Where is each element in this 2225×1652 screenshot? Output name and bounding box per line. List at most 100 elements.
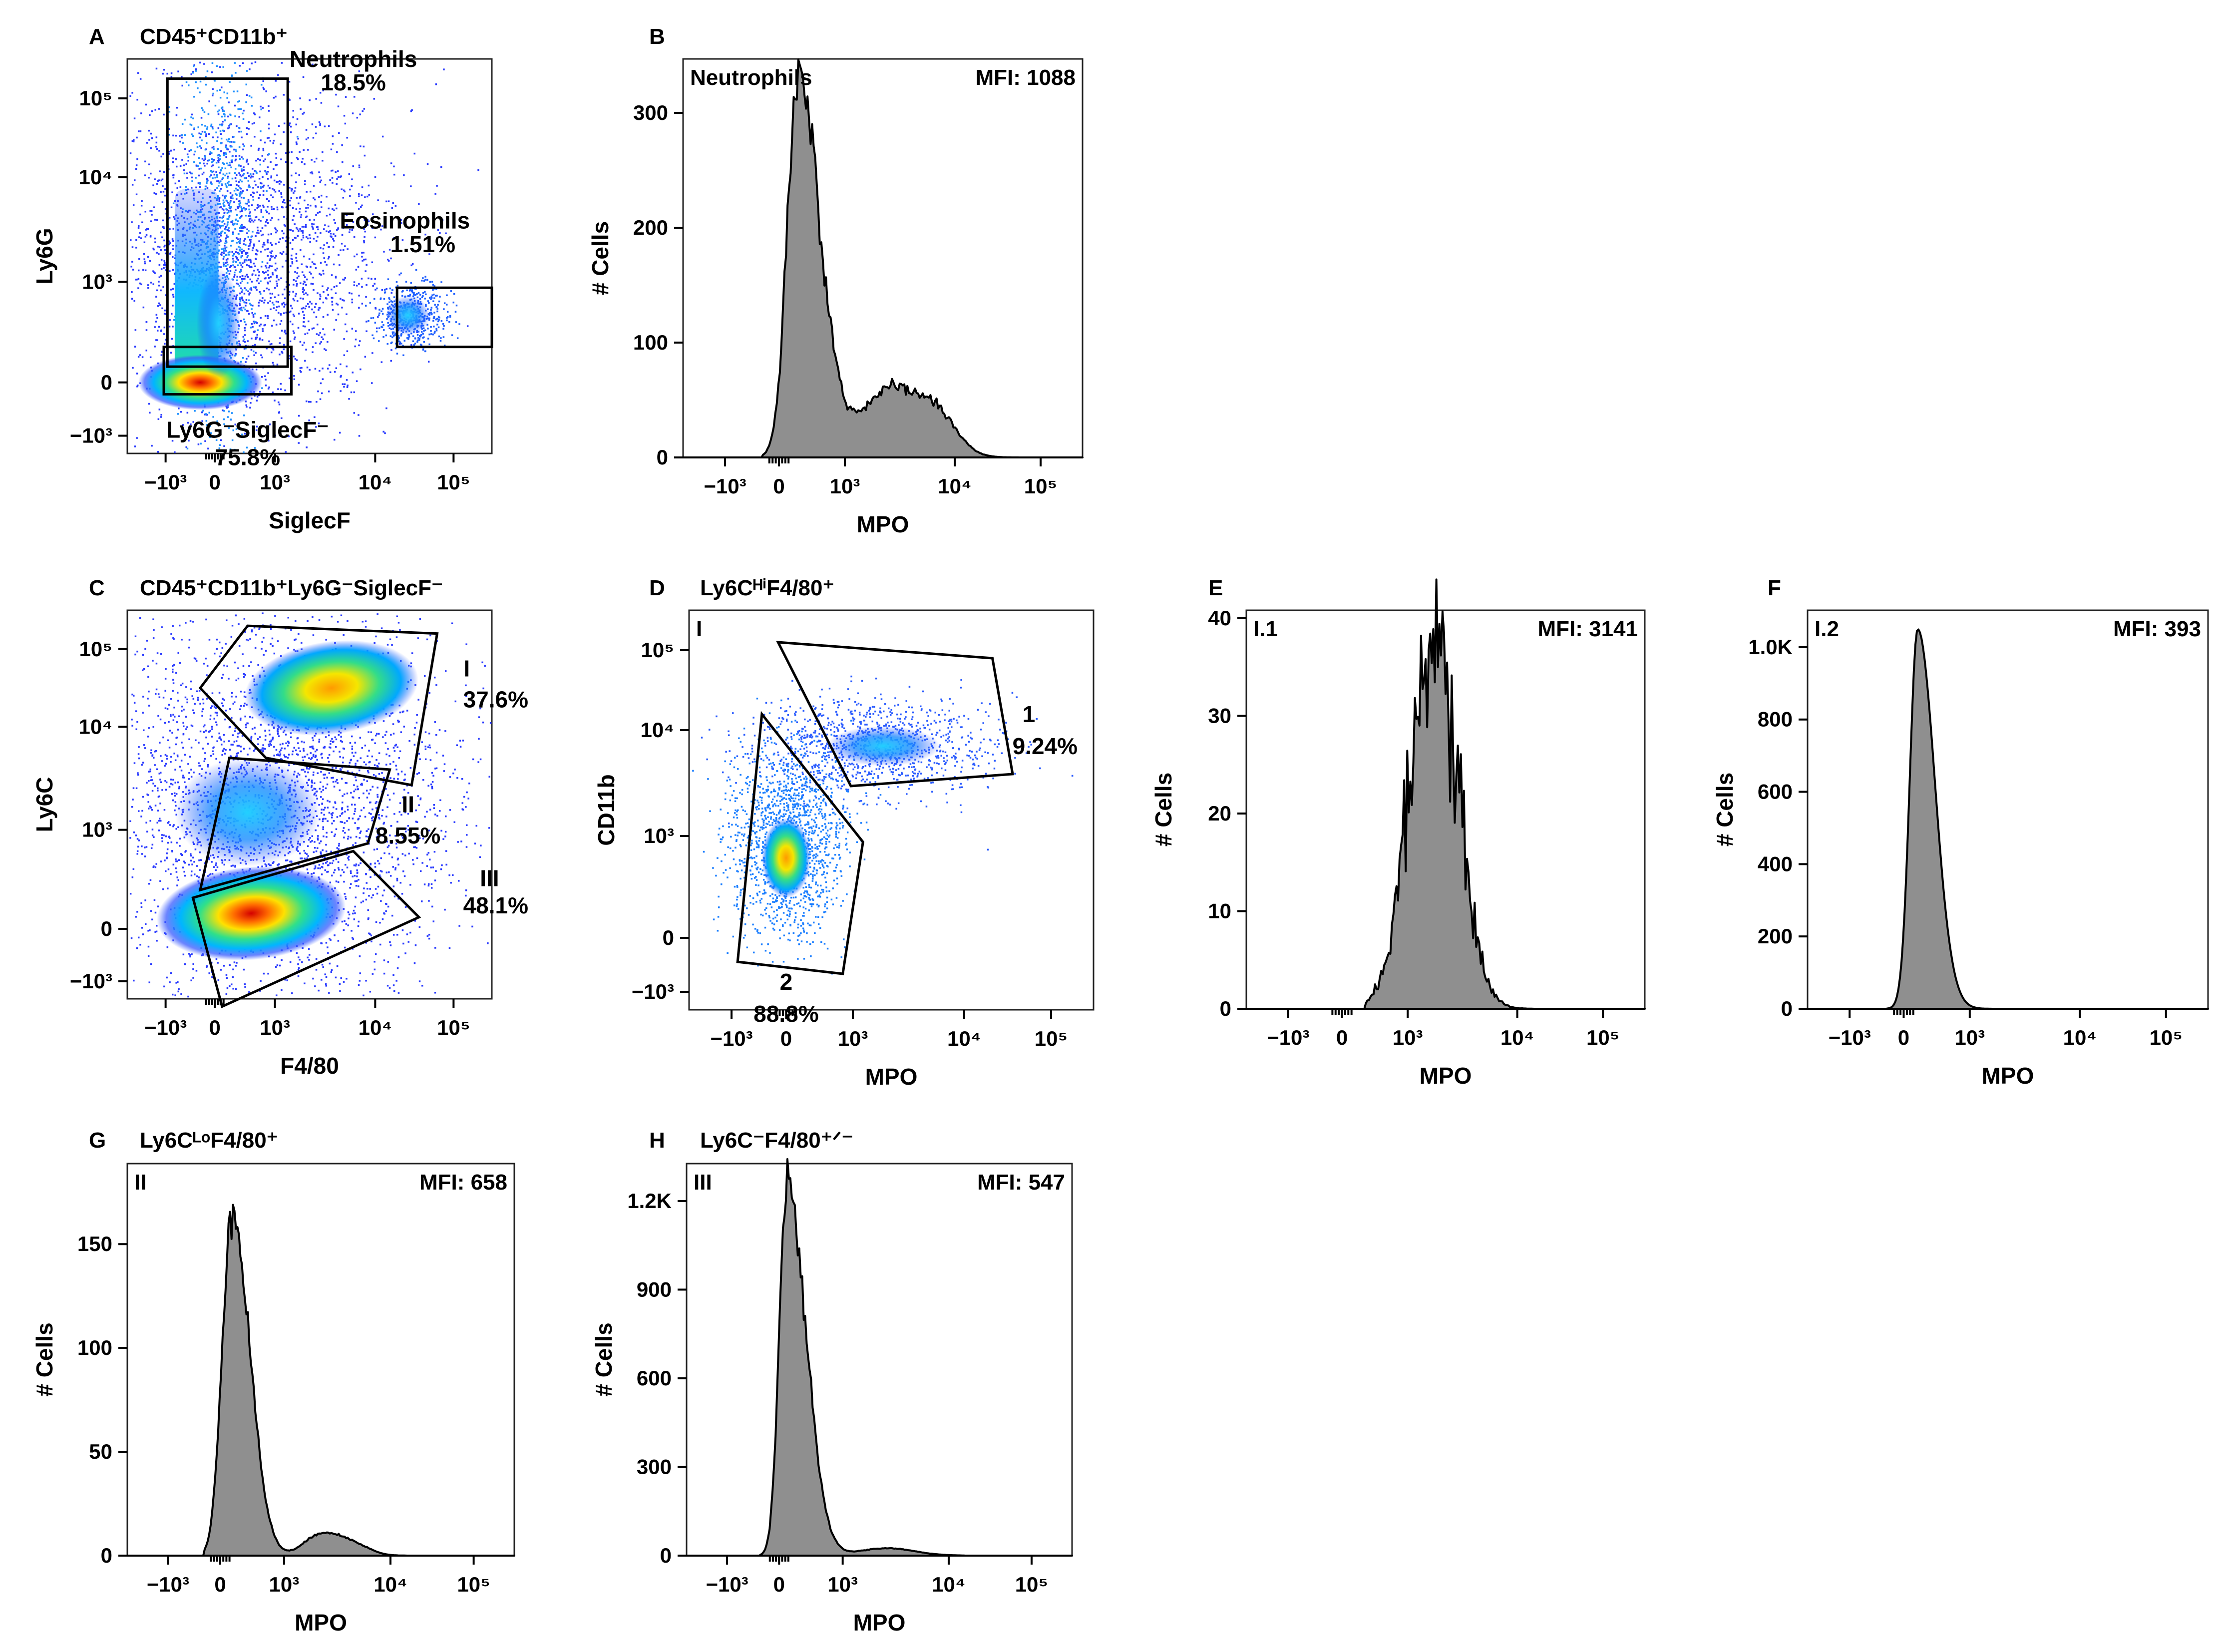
event-dot — [234, 172, 236, 174]
event-dot — [185, 446, 187, 448]
event-dot — [416, 821, 418, 823]
event-dot — [218, 250, 220, 252]
event-dot — [340, 298, 342, 300]
event-dot — [201, 173, 204, 175]
event-dot — [467, 798, 469, 800]
event-dot — [381, 308, 384, 310]
event-dot — [399, 341, 401, 344]
event-dot — [223, 265, 225, 267]
event-dot — [294, 358, 297, 360]
event-dot — [419, 837, 421, 839]
x-tick-label: 10⁵ — [437, 470, 470, 494]
event-dot — [368, 320, 370, 322]
population-name: Neutrophils — [290, 46, 417, 72]
x-tick-label: 10⁵ — [1024, 474, 1057, 498]
event-dot — [237, 238, 239, 240]
event-dot — [296, 285, 298, 287]
event-dot — [218, 159, 220, 161]
event-dot — [248, 265, 250, 267]
event-dot — [218, 109, 220, 111]
event-dot — [247, 180, 250, 182]
event-dot — [136, 158, 138, 160]
event-dot — [267, 317, 269, 319]
event-dot — [438, 300, 440, 303]
event-dot — [347, 248, 349, 250]
event-dot — [131, 298, 133, 300]
event-dot — [163, 326, 166, 329]
event-dot — [269, 258, 272, 260]
event-dot — [232, 141, 235, 143]
event-dot — [129, 95, 131, 97]
event-dot — [241, 266, 244, 268]
event-dot — [455, 304, 458, 307]
event-dot — [436, 185, 438, 187]
event-dot — [245, 404, 247, 407]
event-dot — [209, 730, 211, 732]
event-dot — [285, 236, 288, 239]
event-dot — [381, 225, 383, 227]
event-dot — [225, 226, 227, 228]
event-dot — [283, 348, 285, 351]
event-dot — [243, 691, 246, 693]
event-dot — [228, 740, 230, 742]
event-dot — [340, 375, 342, 377]
event-dot — [359, 769, 361, 772]
event-dot — [206, 180, 208, 182]
event-dot — [251, 266, 253, 268]
event-dot — [239, 65, 241, 67]
event-dot — [322, 828, 324, 830]
event-dot — [191, 113, 193, 116]
event-dot — [230, 245, 232, 247]
event-dot — [371, 820, 373, 822]
event-dot — [138, 130, 140, 132]
event-dot — [285, 240, 287, 242]
event-dot — [394, 347, 397, 350]
event-dot — [381, 321, 383, 323]
event-dot — [431, 787, 433, 790]
event-dot — [251, 249, 254, 252]
event-dot — [374, 278, 376, 280]
event-dot — [306, 236, 308, 238]
event-dot — [249, 288, 251, 290]
event-dot — [170, 714, 172, 716]
event-dot — [243, 676, 245, 678]
event-dot — [216, 176, 218, 178]
event-dot — [244, 321, 246, 323]
event-dot — [284, 225, 287, 227]
event-dot — [427, 328, 429, 330]
event-dot — [188, 84, 190, 86]
event-dot — [243, 145, 245, 147]
event-dot — [232, 231, 234, 233]
event-dot — [164, 780, 166, 782]
event-dot — [244, 209, 247, 211]
event-dot — [322, 378, 324, 380]
event-dot — [465, 806, 467, 808]
event-dot — [276, 230, 279, 232]
event-dot — [428, 733, 430, 735]
event-dot — [246, 446, 248, 448]
event-dot — [263, 272, 265, 274]
event-dot — [175, 828, 177, 830]
event-dot — [293, 279, 295, 281]
event-dot — [206, 413, 208, 416]
event-dot — [339, 751, 341, 753]
event-dot — [201, 411, 203, 413]
event-dot — [314, 788, 317, 790]
event-dot — [223, 250, 225, 252]
event-dot — [351, 178, 353, 180]
event-dot — [232, 223, 234, 225]
event-dot — [231, 145, 233, 148]
event-dot — [332, 135, 334, 137]
event-dot — [361, 256, 363, 258]
event-dot — [323, 291, 325, 293]
event-dot — [229, 201, 232, 203]
event-dot — [219, 130, 222, 132]
event-dot — [320, 295, 322, 298]
event-dot — [149, 114, 151, 116]
y-tick-label: 0 — [657, 445, 668, 469]
event-dot — [172, 176, 175, 179]
event-dot — [251, 398, 253, 400]
event-dot — [239, 242, 241, 244]
y-tick-label: 0 — [101, 917, 112, 940]
event-dot — [228, 254, 230, 256]
